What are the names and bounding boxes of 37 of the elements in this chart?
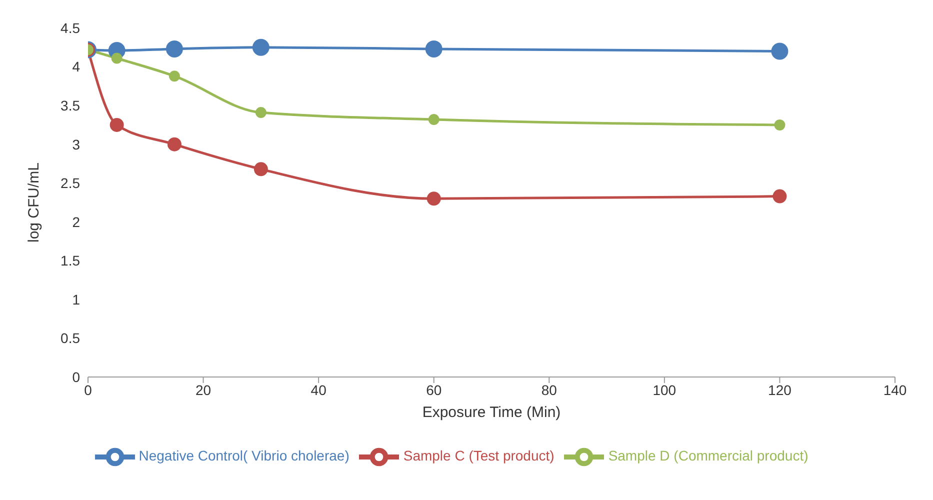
x-tick-label: 20	[195, 382, 212, 398]
point	[774, 119, 786, 130]
legend-label: Sample D (Commercial product)	[608, 448, 808, 464]
point	[110, 118, 124, 132]
y-tick-label: 4.5	[60, 20, 80, 36]
x-tick-label: 120	[768, 382, 792, 398]
x-axis-title: Exposure Time (Min)	[422, 404, 561, 421]
y-tick-label: 1.5	[60, 252, 80, 269]
y-tick-label: 2	[72, 214, 80, 230]
point	[428, 114, 440, 126]
point	[167, 137, 182, 152]
y-axis-title: log CFU/mL	[25, 162, 42, 243]
y-tick-label: 3	[72, 136, 80, 152]
x-tick-label: 80	[541, 382, 558, 398]
x-tick-label: 60	[426, 382, 442, 398]
point	[252, 38, 270, 56]
point	[426, 192, 441, 206]
y-tick-label: 0.5	[60, 330, 80, 346]
x-tick-label: 140	[883, 382, 907, 398]
y-tick-label: 3.5	[60, 98, 80, 114]
point	[771, 42, 788, 60]
y-tick-label: 1	[72, 291, 80, 308]
y-tick-label: 0	[72, 368, 80, 385]
point	[111, 52, 122, 64]
point	[425, 40, 442, 58]
legend-label: Sample C (Test product)	[403, 448, 554, 464]
point	[166, 40, 183, 58]
point	[772, 189, 787, 204]
x-tick-label: 40	[310, 382, 327, 398]
point	[254, 162, 268, 176]
x-tick-label: 100	[652, 382, 676, 398]
y-tick-label: 2.5	[60, 175, 80, 192]
legend-label: Negative Control( Vibrio cholerae)	[138, 448, 350, 464]
point	[255, 107, 266, 118]
point	[168, 70, 180, 82]
y-tick-label: 4	[72, 58, 80, 75]
x-tick-label: 0	[84, 382, 92, 398]
